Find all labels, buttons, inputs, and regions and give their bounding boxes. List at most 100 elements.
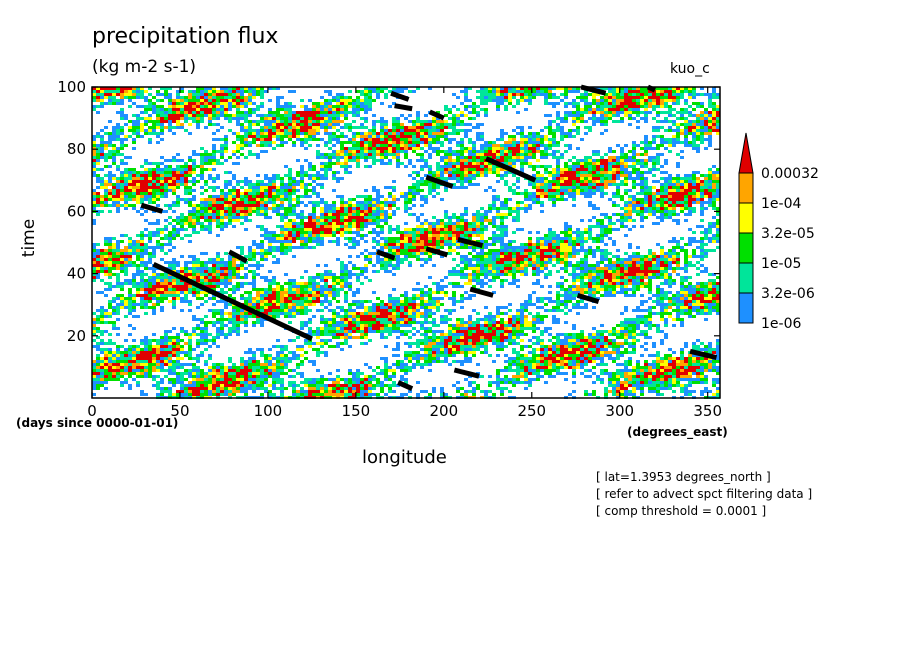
field-cell <box>548 114 552 117</box>
field-cell <box>460 177 464 180</box>
field-cell <box>208 168 212 171</box>
field-cell <box>676 201 680 204</box>
field-cell <box>708 225 712 228</box>
field-cell <box>328 99 332 102</box>
field-cell <box>624 114 628 117</box>
field-cell <box>280 213 284 216</box>
field-cell <box>340 135 344 138</box>
field-cell <box>524 147 528 150</box>
field-cell <box>96 180 100 183</box>
field-cell <box>220 87 224 90</box>
field-cell <box>204 189 208 192</box>
field-cell <box>480 90 484 93</box>
field-cell <box>236 180 240 183</box>
field-cell <box>448 108 452 111</box>
field-cell <box>528 135 532 138</box>
field-cell <box>548 198 552 201</box>
field-cell <box>412 213 416 216</box>
field-cell <box>456 114 460 117</box>
field-cell <box>132 102 136 105</box>
field-cell <box>464 225 468 228</box>
field-cell <box>144 132 148 135</box>
field-cell <box>252 153 256 156</box>
field-cell <box>488 99 492 102</box>
field-cell <box>676 186 680 189</box>
field-cell <box>164 165 168 168</box>
field-cell <box>488 162 492 165</box>
field-cell <box>540 204 544 207</box>
field-cell <box>372 162 376 165</box>
field-cell <box>216 162 220 165</box>
field-cell <box>112 87 116 90</box>
field-cell <box>172 201 176 204</box>
field-cell <box>272 192 276 195</box>
field-cell <box>716 132 720 135</box>
field-cell <box>664 189 668 192</box>
field-cell <box>640 198 644 201</box>
field-cell <box>576 87 580 90</box>
field-cell <box>404 87 408 90</box>
field-cell <box>284 225 288 228</box>
field-cell <box>516 111 520 114</box>
field-cell <box>476 132 480 135</box>
field-cell <box>336 213 340 216</box>
field-cell <box>436 222 440 225</box>
field-cell <box>676 183 680 186</box>
field-cell <box>692 129 696 132</box>
field-cell <box>648 186 652 189</box>
field-cell <box>108 174 112 177</box>
field-cell <box>464 231 468 234</box>
field-cell <box>636 171 640 174</box>
field-cell <box>536 192 540 195</box>
field-cell <box>600 123 604 126</box>
field-cell <box>144 198 148 201</box>
field-cell <box>400 126 404 129</box>
field-cell <box>644 186 648 189</box>
field-cell <box>532 192 536 195</box>
field-cell <box>536 135 540 138</box>
field-cell <box>448 228 452 231</box>
field-cell <box>328 120 332 123</box>
field-cell <box>468 117 472 120</box>
field-cell <box>544 96 548 99</box>
field-cell <box>100 135 104 138</box>
field-cell <box>632 204 636 207</box>
field-cell <box>368 204 372 207</box>
field-cell <box>104 141 108 144</box>
field-cell <box>496 138 500 141</box>
field-cell <box>316 171 320 174</box>
field-cell <box>224 210 228 213</box>
field-cell <box>552 138 556 141</box>
field-cell <box>716 108 720 111</box>
field-cell <box>244 135 248 138</box>
field-cell <box>252 195 256 198</box>
field-cell <box>284 183 288 186</box>
field-cell <box>120 138 124 141</box>
field-cell <box>192 99 196 102</box>
field-cell <box>264 174 268 177</box>
field-cell <box>488 150 492 153</box>
field-cell <box>708 237 712 240</box>
field-cell <box>360 222 364 225</box>
field-cell <box>400 195 404 198</box>
field-cell <box>160 105 164 108</box>
field-cell <box>180 198 184 201</box>
field-cell <box>292 105 296 108</box>
field-cell <box>356 108 360 111</box>
field-cell <box>716 183 720 186</box>
field-cell <box>452 159 456 162</box>
field-cell <box>220 102 224 105</box>
field-cell <box>196 180 200 183</box>
field-cell <box>296 246 300 249</box>
field-cell <box>104 174 108 177</box>
field-cell <box>480 213 484 216</box>
field-cell <box>676 180 680 183</box>
field-cell <box>652 93 656 96</box>
field-cell <box>324 216 328 219</box>
field-cell <box>344 243 348 246</box>
field-cell <box>448 243 452 246</box>
field-cell <box>232 195 236 198</box>
field-cell <box>168 93 172 96</box>
field-cell <box>308 213 312 216</box>
field-cell <box>452 93 456 96</box>
